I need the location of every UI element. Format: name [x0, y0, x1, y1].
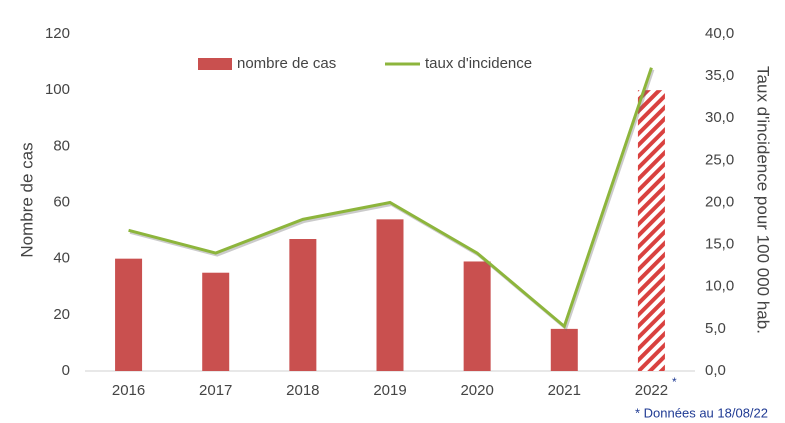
- y2-tick-label: 15,0: [705, 236, 734, 253]
- legend-swatch: [198, 58, 232, 70]
- line: [128, 67, 653, 329]
- bar: [202, 272, 230, 371]
- bar: [376, 219, 404, 371]
- y2-tick-label: 10,0: [705, 278, 734, 295]
- bar: [463, 261, 491, 371]
- y2-axis-label: Taux d'incidence pour 100 000 hab.: [754, 66, 773, 334]
- y-axis-label: Nombre de cas: [17, 142, 36, 257]
- legend-label: nombre de cas: [237, 55, 336, 72]
- y-tick-label: 80: [53, 137, 70, 154]
- y-tick-label: 20: [53, 306, 70, 323]
- x-tick-label: 2017: [199, 382, 232, 399]
- y-tick-label: 0: [62, 362, 70, 379]
- x-tick-label: 2018: [286, 382, 319, 399]
- y2-tick-label: 30,0: [705, 109, 734, 126]
- x-tick-label: 2021: [548, 382, 581, 399]
- y2-tick-label: 0,0: [705, 362, 726, 379]
- y-tick-label: 100: [45, 81, 70, 98]
- bar: [550, 328, 578, 371]
- legend-label: taux d'incidence: [425, 55, 532, 72]
- footnote: * Données au 18/08/22: [635, 405, 768, 420]
- y2-tick-label: 25,0: [705, 151, 734, 168]
- bar: [115, 258, 143, 371]
- y2-tick-label: 5,0: [705, 320, 726, 337]
- y2-tick-label: 20,0: [705, 193, 734, 210]
- x-tick-label: 2020: [460, 382, 493, 399]
- y-tick-label: 120: [45, 25, 70, 42]
- x-tick-label: 2022: [635, 382, 668, 399]
- x-tick-label: 2019: [373, 382, 406, 399]
- asterisk: *: [672, 375, 677, 389]
- bar: [289, 239, 317, 371]
- y2-tick-label: 35,0: [705, 67, 734, 84]
- y-tick-label: 60: [53, 193, 70, 210]
- y2-tick-label: 40,0: [705, 25, 734, 42]
- bar: [637, 90, 665, 372]
- x-tick-label: 2016: [112, 382, 145, 399]
- y-tick-label: 40: [53, 250, 70, 267]
